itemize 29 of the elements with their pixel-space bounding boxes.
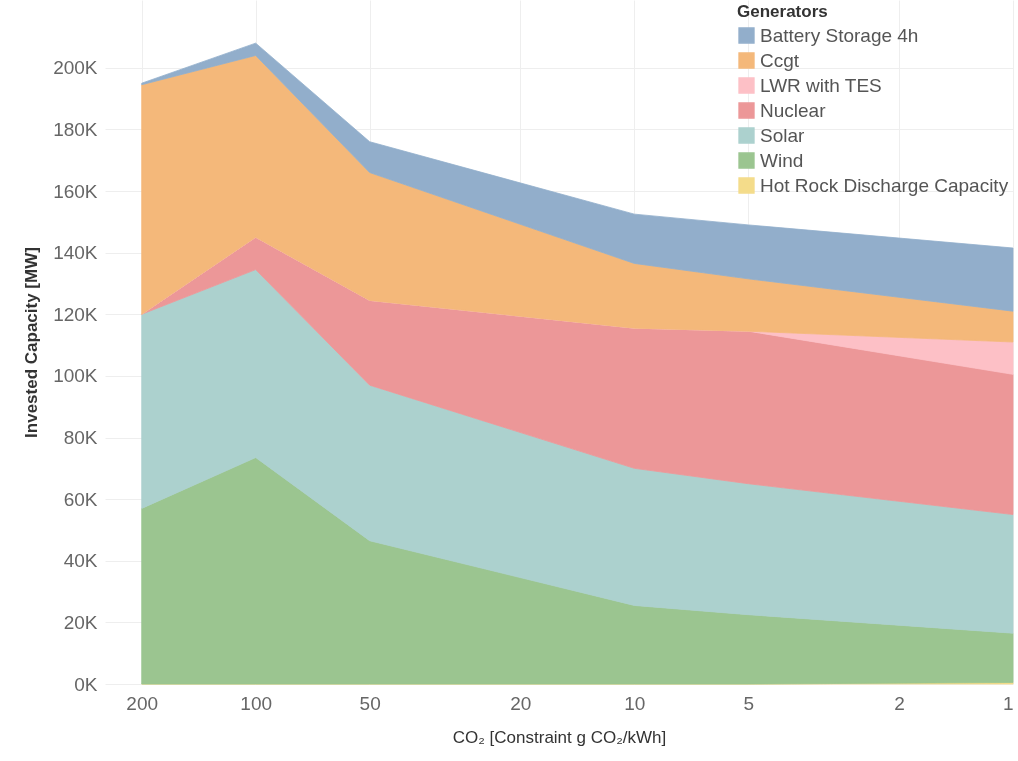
y-tick-label: 0K [74, 673, 98, 695]
legend-title: Generators [737, 2, 828, 21]
y-tick-label: 140K [53, 242, 98, 264]
legend-label: Ccgt [760, 49, 800, 71]
y-tick-label: 40K [63, 550, 98, 572]
y-tick-label: 160K [53, 180, 98, 202]
legend-label: Wind [760, 149, 804, 171]
x-tick-label: 20 [510, 692, 532, 714]
x-tick-label: 1 [1002, 692, 1014, 714]
x-axis-title: CO₂ [Constraint g CO₂/kWh] [452, 727, 667, 747]
x-tick-label: 10 [624, 692, 646, 714]
x-tick-label: 50 [359, 692, 381, 714]
legend-label: Hot Rock Discharge Capacity [760, 174, 1009, 196]
y-tick-label: 200K [53, 57, 98, 79]
legend-label: LWR with TES [760, 74, 882, 96]
y-tick-label: 100K [53, 365, 98, 387]
y-axis-title: Invested Capacity [MW] [22, 247, 42, 438]
x-tick-label: 2 [894, 692, 905, 714]
x-tick-label: 200 [126, 692, 159, 714]
y-tick-label: 20K [63, 611, 98, 633]
y-tick-label: 60K [63, 488, 98, 510]
legend-label: Battery Storage 4h [760, 24, 919, 46]
x-tick-label: 100 [240, 692, 273, 714]
y-tick-label: 80K [63, 427, 98, 449]
legend-label: Nuclear [760, 99, 827, 121]
legend-label: Solar [760, 124, 806, 146]
y-tick-label: 120K [53, 303, 98, 325]
x-tick-label: 5 [743, 692, 755, 714]
y-tick-label: 180K [53, 118, 98, 140]
